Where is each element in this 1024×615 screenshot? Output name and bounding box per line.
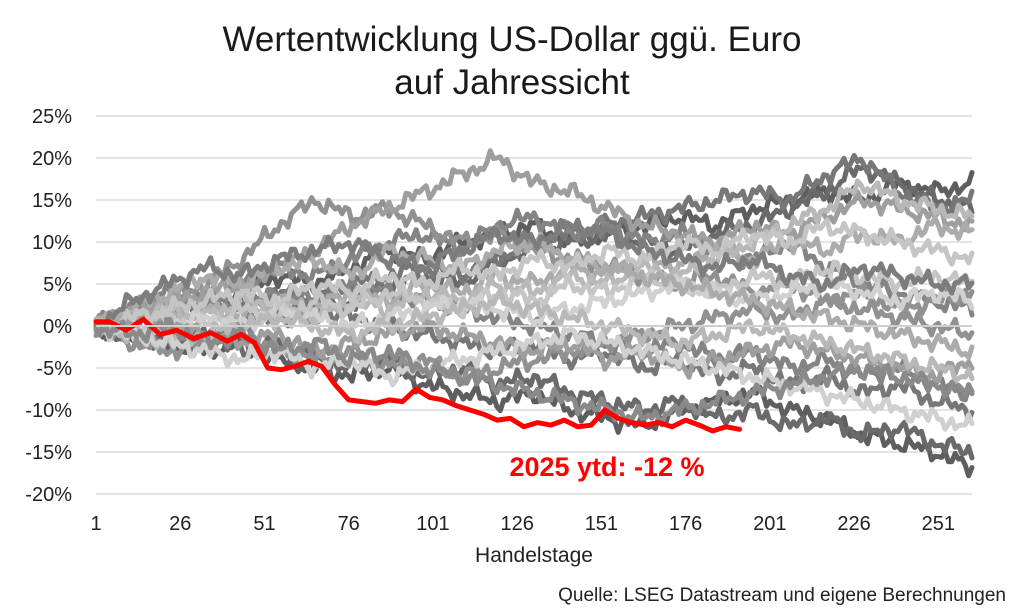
x-tick-label: 151	[585, 513, 618, 535]
y-tick-label: 5%	[43, 274, 72, 296]
x-tick-label: 51	[253, 513, 275, 535]
chart-title-block: Wertentwicklung US-Dollar ggü. Euro auf …	[0, 18, 1024, 104]
series-line	[93, 217, 975, 334]
x-tick-label: 26	[169, 513, 191, 535]
x-tick-label: 76	[338, 513, 360, 535]
x-axis-ticks: 1 26 51 76 101 126 151 176 201 226 251	[90, 513, 955, 535]
y-tick-label: -10%	[25, 400, 72, 422]
y-axis-ticks: 25% 20% 15% 10% 5% 0% -5% -10% -15% -20%	[25, 106, 72, 506]
y-tick-label: 0%	[43, 316, 72, 338]
highlight-series-group	[93, 316, 742, 434]
y-tick-label: -5%	[36, 358, 72, 380]
x-axis-label: Handelstage	[475, 544, 593, 567]
source-note: Quelle: LSEG Datastream und eigene Berec…	[558, 585, 1006, 606]
series-line	[93, 217, 975, 332]
series-line	[93, 259, 975, 335]
series-line	[93, 308, 975, 384]
x-tick-label: 201	[753, 513, 786, 535]
y-tick-label: -20%	[25, 484, 72, 506]
x-tick-label: 101	[416, 513, 449, 535]
y-tick-label: 20%	[32, 148, 72, 170]
x-tick-label: 126	[500, 513, 533, 535]
series-line	[93, 318, 975, 461]
x-tick-label: 1	[90, 513, 101, 535]
x-tick-label: 176	[669, 513, 702, 535]
y-tick-label: 25%	[32, 106, 72, 128]
x-tick-label: 226	[837, 513, 870, 535]
ytd-annotation: 2025 ytd: -12 %	[509, 452, 704, 482]
chart-subtitle: auf Jahressicht	[394, 63, 630, 102]
highlight-series-line	[93, 316, 742, 434]
series-line	[93, 319, 975, 432]
y-tick-label: 10%	[32, 232, 72, 254]
chart-title: Wertentwicklung US-Dollar ggü. Euro	[222, 20, 802, 59]
x-tick-label: 251	[922, 513, 955, 535]
series-line	[93, 316, 975, 428]
y-tick-label: -15%	[25, 442, 72, 464]
y-tick-label: 15%	[32, 190, 72, 212]
